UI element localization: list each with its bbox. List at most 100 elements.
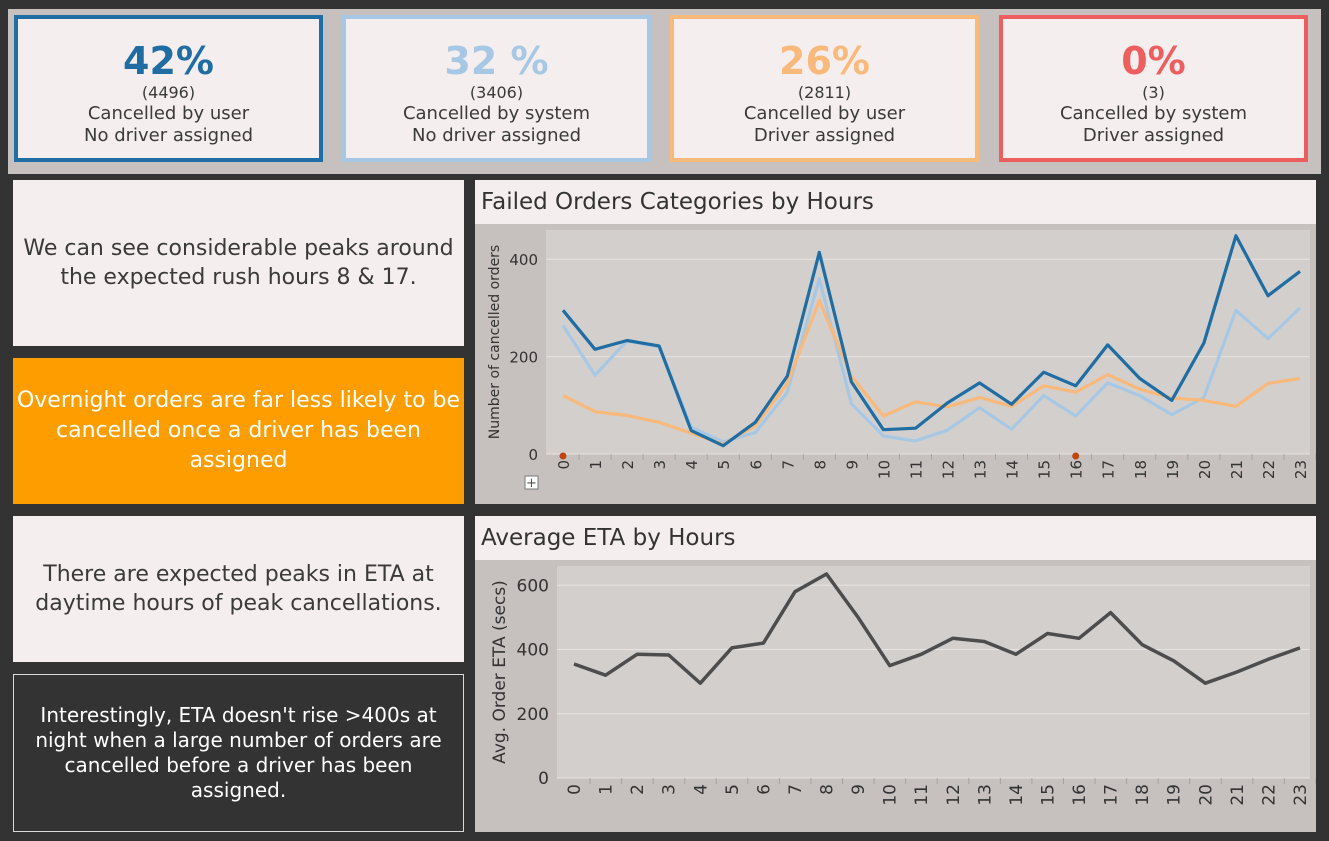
kpi-percent: 0%: [1121, 39, 1186, 83]
x-tick-label: 20: [1196, 460, 1214, 479]
data-point-marker: [1072, 452, 1080, 460]
series-line: [573, 572, 1301, 685]
y-tick-label: 200: [509, 349, 538, 367]
x-tick-label: 23: [1292, 460, 1310, 479]
x-tick-label: 22: [1260, 460, 1278, 479]
note-eta-night-text: Interestingly, ETA doesn't rise >400s at…: [35, 703, 442, 802]
plot-area: [557, 566, 1310, 778]
x-tick-label: 11: [907, 460, 925, 479]
x-tick-label: 0: [555, 460, 573, 470]
x-tick-label: 15: [1036, 460, 1054, 479]
y-tick-label: 400: [509, 251, 538, 269]
plot-area: [546, 230, 1310, 454]
y-axis-label: Avg. Order ETA (secs): [490, 580, 510, 764]
note-rush-hours-text: We can see considerable peaks around the…: [23, 236, 454, 290]
kpi-label-line1: Cancelled by system: [1059, 103, 1248, 124]
x-tick-label: 21: [1228, 460, 1246, 479]
x-tick-label: 1: [597, 784, 617, 795]
x-tick-label: 12: [940, 460, 958, 479]
x-tick-label: 17: [1102, 784, 1122, 806]
y-tick-label: 0: [538, 769, 549, 789]
kpi-label-line2: No driver assigned: [412, 125, 581, 146]
y-tick-label: 0: [528, 446, 538, 464]
x-tick-label: 22: [1259, 784, 1279, 806]
x-tick-label: 23: [1291, 784, 1311, 806]
x-tick-label: 16: [1070, 784, 1090, 806]
kpi-card-user-driver: 26% (2811) Cancelled by user Driver assi…: [670, 15, 979, 162]
x-tick-label: 21: [1228, 784, 1248, 806]
x-tick-label: 17: [1100, 460, 1118, 479]
kpi-label-line2: No driver assigned: [84, 125, 253, 146]
chart-title: Average ETA by Hours: [475, 516, 1316, 560]
x-tick-label: 9: [849, 784, 869, 795]
x-tick-label: 8: [811, 460, 829, 470]
x-tick-label: 9: [843, 460, 861, 470]
x-tick-label: 19: [1164, 460, 1182, 479]
x-tick-label: 6: [754, 784, 774, 795]
x-tick-label: 1: [587, 460, 605, 470]
kpi-card-system-driver: 0% (3) Cancelled by system Driver assign…: [999, 15, 1308, 162]
x-tick-label: 5: [723, 784, 743, 795]
kpi-label-line2: Driver assigned: [753, 125, 896, 146]
series-line: [562, 298, 1301, 446]
x-tick-label: 8: [818, 784, 838, 795]
x-tick-label: 18: [1132, 460, 1150, 479]
kpi-percent: 32 %: [444, 39, 549, 83]
x-tick-label: 14: [1004, 460, 1022, 479]
kpi-label-line2: Driver assigned: [1082, 125, 1225, 146]
x-tick-label: 10: [881, 784, 901, 806]
x-tick-label: 3: [660, 784, 680, 795]
kpi-band: 42% (4496) Cancelled by user No driver a…: [8, 9, 1321, 174]
x-tick-label: 13: [975, 784, 995, 806]
kpi-count: (3406): [469, 83, 524, 102]
x-tick-label: 11: [912, 784, 932, 806]
x-tick-label: 4: [683, 460, 701, 470]
x-tick-label: 13: [972, 460, 990, 479]
kpi-label-line1: Cancelled by system: [402, 103, 591, 124]
kpi-card-user-no-driver: 42% (4496) Cancelled by user No driver a…: [14, 15, 323, 162]
x-tick-label: 14: [1007, 784, 1027, 806]
note-overnight-text: Overnight orders are far less likely to …: [16, 388, 461, 473]
x-tick-label: 20: [1196, 784, 1216, 806]
x-tick-label: 18: [1133, 784, 1153, 806]
x-tick-label: 15: [1038, 784, 1058, 806]
failed-orders-panel: Failed Orders Categories by Hours 0 200 40…: [475, 180, 1316, 504]
x-tick-label: 7: [786, 784, 806, 795]
avg-eta-panel: Average ETA by Hours 0 200 400 600 Avg. Orde…: [475, 516, 1316, 832]
note-eta-peaks: There are expected peaks in ETA at dayti…: [13, 516, 464, 662]
x-tick-label: 4: [691, 784, 711, 795]
kpi-card-system-no-driver: 32 % (3406) Cancelled by system No drive…: [342, 15, 651, 162]
note-eta-peaks-text: There are expected peaks in ETA at dayti…: [35, 562, 442, 616]
y-tick-label: 200: [517, 705, 549, 725]
x-tick-label: 7: [779, 460, 797, 470]
kpi-count: (2811): [797, 83, 852, 102]
note-overnight: Overnight orders are far less likely to …: [13, 358, 464, 504]
plus-box-frame: [524, 475, 539, 490]
x-tick-label: 19: [1165, 784, 1185, 806]
note-rush-hours: We can see considerable peaks around the…: [13, 180, 464, 346]
x-tick-label: 6: [747, 460, 765, 470]
plus-box-icon[interactable]: +: [524, 475, 539, 491]
data-point-marker: [559, 452, 567, 460]
x-tick-label: 5: [715, 460, 733, 470]
kpi-count: (4496): [141, 83, 196, 102]
kpi-percent: 26%: [779, 39, 870, 83]
x-tick-label: 12: [944, 784, 964, 806]
y-tick-label: 400: [517, 641, 549, 661]
note-eta-night: Interestingly, ETA doesn't rise >400s at…: [13, 674, 464, 832]
x-tick-label: 3: [651, 460, 669, 470]
x-tick-label: 16: [1068, 460, 1086, 479]
kpi-count: (3): [1142, 83, 1165, 102]
y-axis-label: Number of cancelled orders: [487, 245, 503, 439]
x-tick-label: 10: [875, 460, 893, 479]
x-tick-label: 0: [565, 784, 585, 795]
series-line: [561, 234, 1301, 448]
plus-box-symbol: +: [526, 476, 537, 491]
kpi-label-line1: Cancelled by user: [743, 103, 906, 124]
chart-title: Failed Orders Categories by Hours: [475, 180, 1316, 224]
kpi-percent: 42%: [123, 39, 214, 83]
x-tick-label: 2: [619, 460, 637, 470]
y-tick-label: 600: [517, 576, 549, 596]
